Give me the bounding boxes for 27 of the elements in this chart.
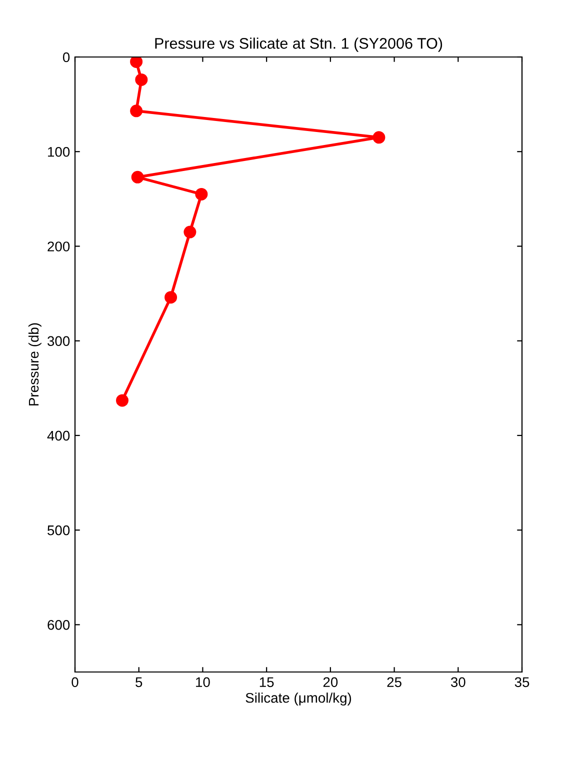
y-tick-label: 100 [48, 146, 70, 157]
y-axis-title: Pressure (db) [28, 323, 42, 406]
point [184, 226, 196, 238]
y-tick-label: 600 [48, 620, 70, 630]
point [135, 73, 148, 86]
y-tick-label: 300 [48, 336, 70, 346]
y-tick-label: 400 [47, 430, 70, 441]
point [195, 188, 208, 200]
x-tick-label: 30 [450, 677, 466, 688]
point [130, 57, 143, 68]
x-tick-label: 10 [196, 677, 210, 688]
point [164, 291, 178, 304]
point [372, 131, 386, 144]
x-tick-label: 15 [260, 677, 274, 688]
y-tick-label: 0 [62, 52, 70, 62]
chart-title: Pressure vs Silicate at Stn. 1 (SY2006 TO) [155, 38, 442, 52]
point [130, 104, 143, 118]
x-tick-label: 0 [72, 677, 78, 688]
x-tick-label: 5 [136, 677, 142, 688]
x-axis-title: Silicate (μmol/kg) [246, 692, 352, 706]
x-tick-label: 25 [387, 677, 402, 688]
y-tick-label: 500 [48, 525, 70, 536]
x-tick-label: 35 [514, 677, 530, 688]
point [131, 170, 144, 184]
y-tick-label: 200 [48, 242, 70, 252]
point [116, 394, 129, 407]
x-tick-label: 20 [323, 677, 338, 688]
